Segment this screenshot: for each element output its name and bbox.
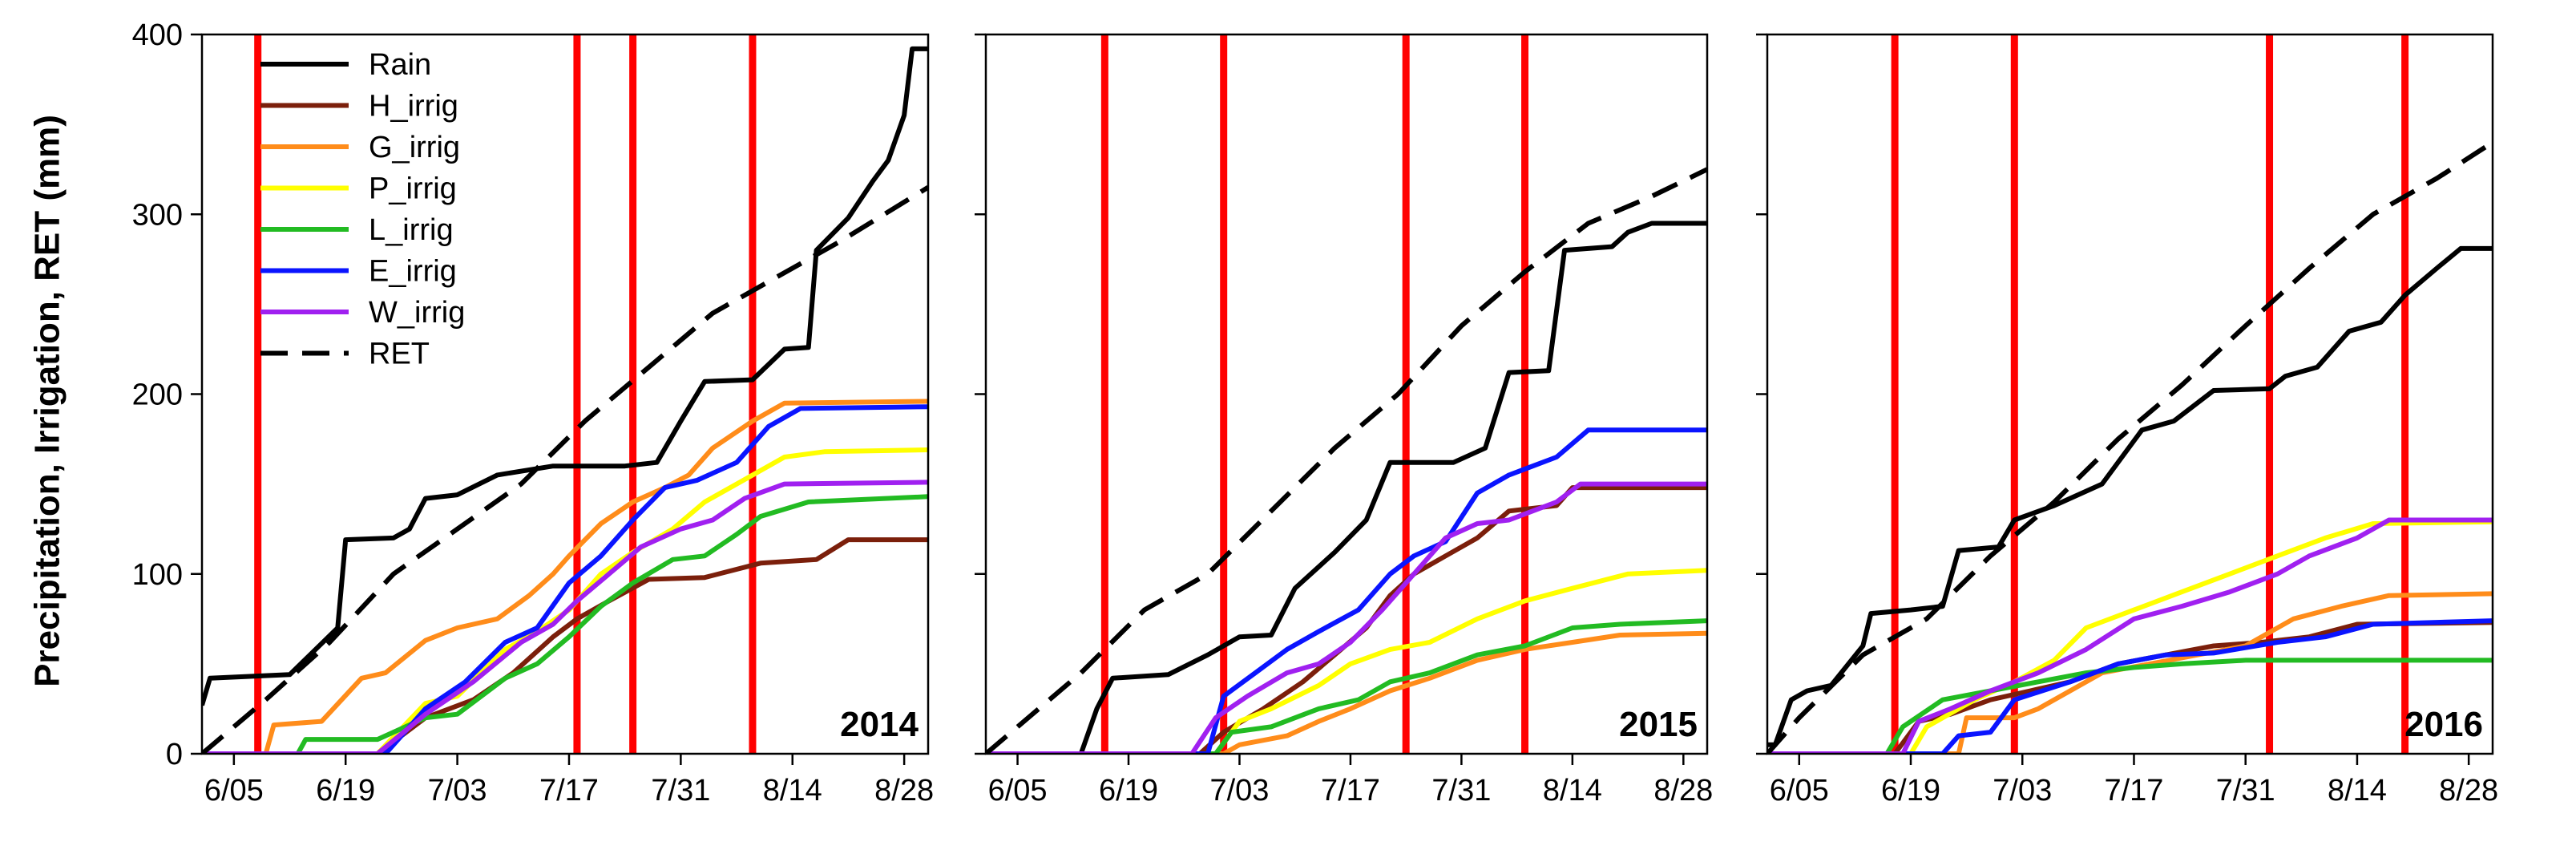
y-tick-label: 200 [132,378,183,412]
y-tick-label: 300 [132,198,183,232]
legend-item-g-irrig: G_irrig [260,131,460,164]
x-tick-label-2014: 8/14 [763,774,822,807]
series-p-irrig-2014 [202,447,928,754]
series-w-irrig-2016 [1767,517,2493,754]
x-tick-label-2015: 7/31 [1431,774,1491,807]
x-tick-label-2014: 7/31 [651,774,710,807]
series-rain-2014 [202,46,928,706]
legend-item-h-irrig: H_irrig [260,90,458,123]
legend-item-ret: RET [260,338,430,371]
plot-frame-2014 [200,33,930,755]
x-tick-label-2015: 6/19 [1099,774,1158,807]
x-tick-label-2014: 7/03 [428,774,487,807]
x-tick-label-2016: 7/03 [1993,774,2052,807]
legend-item-w-irrig: W_irrig [260,296,465,330]
series-w-irrig-2014 [202,480,928,754]
x-tick-label-2016: 6/19 [1881,774,1940,807]
y-tick-label: 400 [132,18,183,52]
legend-label: Rain [369,48,431,82]
x-tick-label-2014: 6/19 [316,774,375,807]
x-tick-label-2015: 6/05 [988,774,1048,807]
x-tick-label-2015: 7/17 [1321,774,1380,807]
series-e-irrig-2015 [986,427,1707,754]
panel-2015: 6/05 6/19 7/03 7/17 7/31 8/14 8/28 2015 [975,33,1713,807]
legend-label: E_irrig [369,255,457,289]
y-axis-label: Precipitation, Irrigation, RET (mm) [28,115,67,687]
legend-label: RET [369,338,430,371]
panel-year-label: 2016 [2404,705,2483,744]
series-g-irrig-2014 [202,399,928,754]
x-tick-label-2016: 8/28 [2439,774,2498,807]
series-ret-2016 [1767,140,2493,754]
legend-item-e-irrig: E_irrig [260,255,457,289]
legend-item-p-irrig: P_irrig [260,172,457,206]
legend-label: P_irrig [369,172,457,206]
legend: Rain H_irrig G_irrig P_irrig L_irrig E_irrig W… [260,48,465,371]
legend-label: G_irrig [369,131,460,164]
x-tick-label-2014: 8/28 [874,774,934,807]
x-tick-label-2014: 6/05 [204,774,264,807]
panel-year-label: 2014 [840,705,919,744]
panel-2014: 6/05 6/19 7/03 7/17 7/31 8/14 8/28 0 100 200 300 40… [132,18,935,807]
series-l-irrig-2016 [1767,658,2493,754]
x-tick-label-2016: 7/17 [2104,774,2163,807]
x-tick-label-2016: 7/31 [2216,774,2275,807]
legend-item-rain: Rain [260,48,431,82]
series-l-irrig-2014 [202,494,928,754]
x-tick-label-2016: 8/14 [2328,774,2387,807]
y-tick-label: 100 [132,558,183,592]
y-tick-label: 0 [166,738,183,771]
legend-item-l-irrig: L_irrig [260,213,454,247]
legend-label: W_irrig [369,296,465,330]
series-p-irrig-2016 [1767,519,2493,754]
legend-label: H_irrig [369,90,458,123]
series-g-irrig-2015 [986,630,1707,754]
series-ret-2014 [202,185,928,754]
series-p-irrig-2015 [986,568,1707,754]
panel-2016: 6/05 6/19 7/03 7/17 7/31 8/14 8/28 2016 [1756,33,2498,807]
series-w-irrig-2015 [986,481,1707,754]
x-tick-label-2015: 8/28 [1653,774,1713,807]
series-h-irrig-2016 [1767,620,2493,754]
series-e-irrig-2014 [202,404,928,754]
series-g-irrig-2016 [1767,591,2493,754]
x-tick-label-2015: 8/14 [1543,774,1602,807]
series-rain-2015 [986,221,1707,754]
x-tick-label-2016: 6/05 [1770,774,1829,807]
panel-year-label: 2015 [1619,705,1698,744]
series-ret-2015 [986,167,1707,754]
plot-frame-2016 [1766,33,2494,755]
x-tick-label-2014: 7/17 [539,774,599,807]
legend-label: L_irrig [369,213,454,247]
x-tick-label-2015: 7/03 [1209,774,1269,807]
series-l-irrig-2015 [986,618,1707,754]
series-e-irrig-2016 [1767,618,2493,754]
chart-panels: 6/05 6/19 7/03 7/17 7/31 8/14 8/28 0 100 200 300 40… [132,18,2499,807]
